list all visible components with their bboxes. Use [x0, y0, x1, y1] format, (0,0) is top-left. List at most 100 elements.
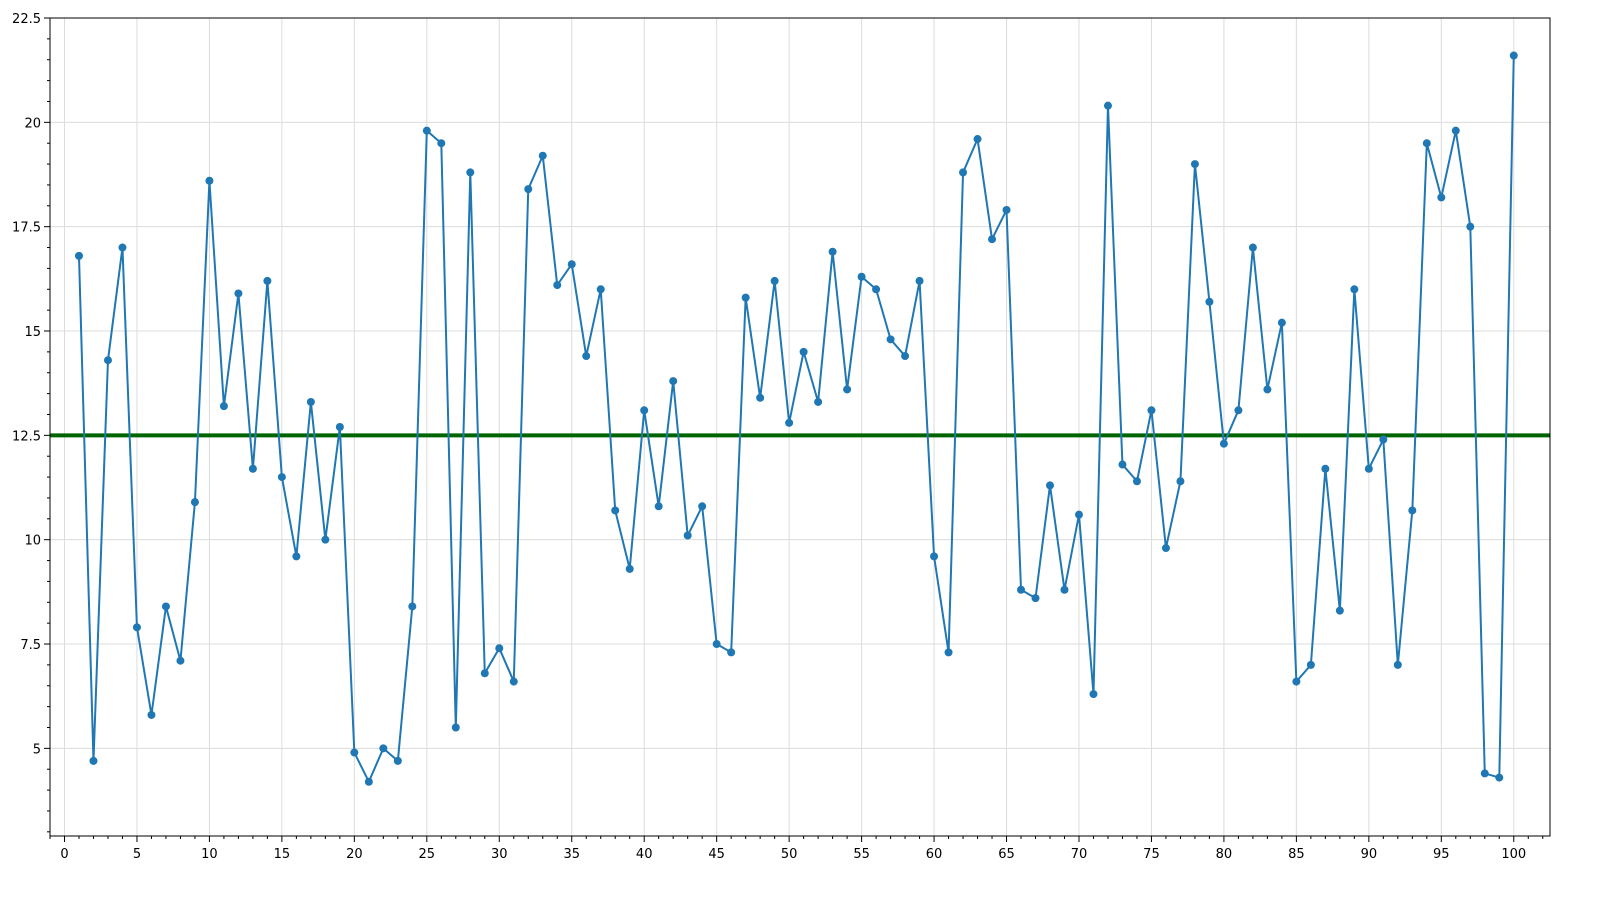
data-point: [364, 777, 373, 786]
x-tick-label: 85: [1288, 847, 1305, 862]
data-point: [306, 397, 315, 406]
y-tick-label: 10: [24, 534, 41, 549]
x-tick-label: 25: [419, 847, 436, 862]
data-point: [886, 335, 895, 344]
data-point: [1393, 660, 1402, 669]
data-point: [1118, 460, 1127, 469]
data-point: [988, 235, 997, 244]
x-tick-label: 0: [60, 847, 68, 862]
data-point: [248, 464, 257, 473]
x-tick-label: 10: [201, 847, 218, 862]
data-point: [1422, 139, 1431, 148]
x-tick-label: 5: [133, 847, 141, 862]
data-point: [582, 352, 591, 361]
data-point: [89, 756, 98, 765]
data-point: [1161, 544, 1170, 553]
data-point: [1132, 477, 1141, 486]
x-tick-label: 95: [1433, 847, 1450, 862]
data-point: [74, 251, 83, 260]
y-tick-label: 17.5: [12, 221, 41, 236]
data-point: [1277, 318, 1286, 327]
data-point: [799, 347, 808, 356]
x-tick-label: 70: [1071, 847, 1088, 862]
data-point: [1321, 464, 1330, 473]
data-point: [263, 276, 272, 285]
data-point: [1219, 439, 1228, 448]
y-tick-label: 5: [33, 742, 41, 757]
x-tick-label: 35: [563, 847, 580, 862]
data-point: [625, 564, 634, 573]
data-point: [408, 602, 417, 611]
x-tick-label: 75: [1143, 847, 1160, 862]
x-tick-label: 30: [491, 847, 508, 862]
x-tick-label: 40: [636, 847, 653, 862]
x-tick-label: 90: [1361, 847, 1378, 862]
data-point: [1074, 510, 1083, 519]
data-point: [901, 352, 910, 361]
data-point: [654, 502, 663, 511]
data-point: [509, 677, 518, 686]
data-point: [596, 285, 605, 294]
series-layer: [74, 51, 1518, 786]
data-point: [219, 402, 228, 411]
data-point: [698, 502, 707, 511]
x-tick-label: 20: [346, 847, 363, 862]
data-point: [814, 397, 823, 406]
x-tick-label: 60: [926, 847, 943, 862]
data-point: [147, 710, 156, 719]
x-tick-label: 50: [781, 847, 798, 862]
data-point: [103, 356, 112, 365]
data-point: [132, 623, 141, 632]
data-point: [843, 385, 852, 394]
data-point: [1046, 481, 1054, 490]
data-point: [1480, 769, 1489, 778]
x-tick-label: 55: [853, 847, 870, 862]
data-point: [1205, 297, 1214, 306]
data-point: [959, 168, 968, 177]
data-point: [161, 602, 170, 611]
data-point: [393, 756, 402, 765]
data-point: [1017, 585, 1026, 594]
data-point: [451, 723, 460, 732]
data-point: [277, 473, 286, 482]
data-point: [176, 656, 185, 665]
tick-labels: 0 5 10 15 20 25 30 35 40 45 50 55 60 65 70 75 80 85 90 95 10…: [12, 12, 1526, 862]
grid-lines: [50, 17, 1550, 836]
data-point: [1248, 243, 1257, 252]
data-point: [1002, 205, 1011, 214]
data-point: [335, 423, 344, 431]
data-point: [1060, 585, 1069, 594]
data-point: [567, 260, 576, 269]
data-point: [190, 498, 199, 507]
data-point: [727, 648, 736, 657]
data-point: [379, 744, 388, 753]
data-point: [1379, 435, 1388, 444]
data-point: [538, 151, 547, 160]
y-tick-label: 20: [24, 116, 41, 131]
data-point: [437, 139, 446, 148]
data-point: [828, 247, 837, 256]
data-point: [1466, 222, 1475, 231]
data-point: [1292, 677, 1301, 686]
data-point: [1234, 406, 1243, 415]
data-point: [205, 176, 214, 185]
series-line: [77, 55, 1515, 783]
data-point: [770, 276, 779, 285]
y-tick-label: 12.5: [12, 429, 41, 444]
x-tick-label: 100: [1501, 847, 1526, 862]
data-point: [1495, 773, 1504, 782]
y-tick-label: 7.5: [20, 638, 41, 653]
data-point: [1089, 690, 1098, 699]
data-point: [1437, 193, 1446, 202]
data-point: [857, 272, 866, 281]
data-point: [292, 552, 301, 561]
data-point: [422, 126, 431, 135]
data-point: [350, 748, 359, 757]
data-point: [1451, 126, 1460, 135]
y-tick-label: 15: [24, 325, 41, 340]
x-tick-label: 80: [1216, 847, 1233, 862]
data-point: [1176, 477, 1185, 486]
data-point: [712, 640, 721, 649]
data-point: [480, 669, 489, 678]
data-point: [118, 243, 127, 252]
